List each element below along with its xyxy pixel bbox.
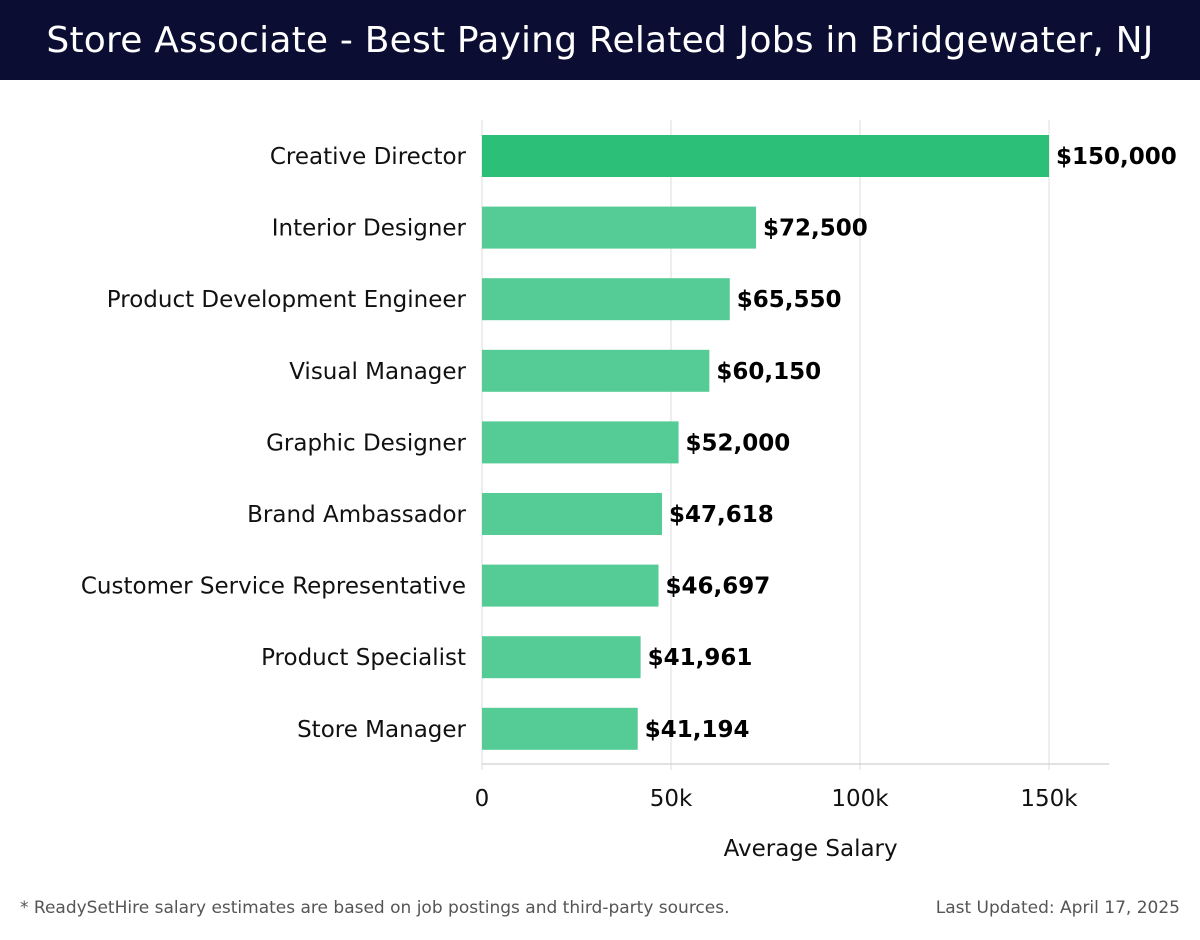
footer-note: * ReadySetHire salary estimates are base…	[20, 898, 730, 918]
value-label: $150,000	[1056, 144, 1177, 170]
value-label: $52,000	[686, 430, 791, 456]
x-tick-label: 100k	[831, 786, 889, 812]
bar	[482, 636, 641, 679]
chart-header: Store Associate - Best Paying Related Jo…	[0, 0, 1200, 80]
bar-chart: Creative Director $150,000 Interior Design…	[81, 120, 1177, 862]
category-label: Graphic Designer	[266, 430, 466, 456]
category-label: Visual Manager	[289, 359, 466, 385]
bar	[482, 206, 757, 249]
x-axis-title: Average Salary	[724, 836, 898, 862]
bar	[482, 493, 662, 535]
bar	[482, 278, 730, 321]
value-label: $65,550	[737, 287, 842, 313]
value-label: $47,618	[669, 502, 774, 528]
category-label: Brand Ambassador	[247, 502, 466, 528]
bar	[482, 421, 679, 464]
bar	[482, 707, 638, 750]
value-label: $60,150	[716, 359, 821, 385]
value-label: $41,961	[648, 645, 753, 671]
x-tick-label: 150k	[1020, 786, 1078, 812]
category-label: Creative Director	[270, 144, 467, 170]
bar	[482, 349, 710, 392]
category-label: Interior Designer	[272, 216, 467, 242]
category-label: Store Manager	[297, 717, 466, 743]
x-tick-label: 50k	[650, 786, 693, 812]
bar	[482, 564, 659, 607]
value-label: $41,194	[645, 717, 750, 743]
x-tick-label: 0	[475, 786, 490, 812]
chart-title: Store Associate - Best Paying Related Jo…	[46, 19, 1154, 61]
category-label: Product Specialist	[261, 645, 466, 671]
category-label: Product Development Engineer	[107, 287, 467, 313]
category-label: Customer Service Representative	[81, 574, 466, 600]
last-updated: Last Updated: April 17, 2025	[935, 898, 1180, 918]
bar	[482, 135, 1049, 177]
value-label: $46,697	[666, 574, 771, 600]
value-label: $72,500	[763, 216, 868, 242]
